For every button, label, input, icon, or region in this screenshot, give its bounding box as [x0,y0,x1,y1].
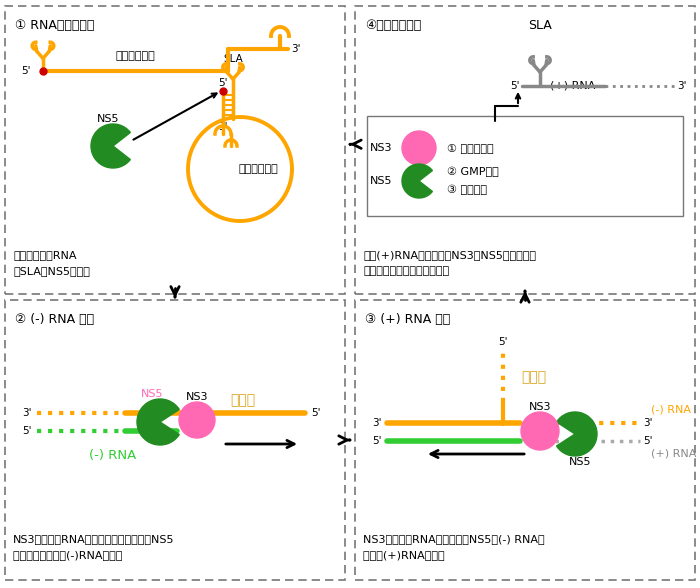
Text: がゲノムを魳型に(-)⁠RNAを合成: がゲノムを魳型に(-)⁠RNAを合成 [13,550,122,560]
Text: NS3が二本鎖RNAをほどき、NS5が(-) RNAを: NS3が二本鎖RNAをほどき、NS5が(-) RNAを [363,534,545,544]
Circle shape [402,131,436,165]
Text: 魳型に(+)⁠RNAを合成: 魳型に(+)⁠RNAを合成 [363,550,444,560]
Text: ③ メチル化: ③ メチル化 [447,185,487,195]
Circle shape [179,402,215,438]
Text: 3': 3' [677,81,687,91]
Wedge shape [137,399,179,445]
Text: ③ (+) RNA 合成: ③ (+) RNA 合成 [365,313,450,326]
Text: 環状化ゲノム: 環状化ゲノム [238,164,278,174]
Text: ゲノム: ゲノム [230,393,256,407]
Text: のSLAにNS5が結合: のSLAにNS5が結合 [13,266,90,276]
Text: 3': 3' [218,122,228,132]
Text: 5': 5' [510,81,519,91]
Text: 3': 3' [22,408,32,418]
Text: (+) RNA: (+) RNA [550,81,596,91]
Text: SLA: SLA [528,19,552,32]
Text: 5': 5' [22,426,32,436]
Text: 5': 5' [22,66,31,76]
Circle shape [521,412,559,450]
Wedge shape [556,412,597,456]
Text: 5': 5' [498,337,508,347]
Text: 5': 5' [311,408,321,418]
Text: 新生(+)RNAに対して、NS3、NS5の連続的な: 新生(+)RNAに対して、NS3、NS5の連続的な [363,250,536,260]
Wedge shape [402,164,433,198]
Text: 直鎖状ゲノム: 直鎖状ゲノム [115,51,155,61]
Text: ① RNA合成の開始: ① RNA合成の開始 [15,19,94,32]
Text: 3': 3' [372,418,382,428]
Text: (-) RNA: (-) RNA [651,405,691,415]
Text: 3': 3' [643,418,652,428]
Text: (+) RNA: (+) RNA [651,449,696,459]
Text: 5': 5' [372,436,382,446]
Text: NS3: NS3 [528,402,552,412]
Text: ① 脱リン酸化: ① 脱リン酸化 [447,143,494,153]
Text: 酥素反応によるキャップ付加: 酥素反応によるキャップ付加 [363,266,449,276]
Text: NS5: NS5 [141,389,163,399]
Text: NS3: NS3 [186,392,209,402]
Text: ゲノム: ゲノム [521,370,546,384]
Text: NS5: NS5 [370,176,392,186]
Text: NS3がゲノムRNAの二次構造をほどき、NS5: NS3がゲノムRNAの二次構造をほどき、NS5 [13,534,174,544]
Text: ② GMP転移: ② GMP転移 [447,167,498,177]
Text: NS5: NS5 [568,457,592,467]
Text: 3': 3' [291,44,300,54]
Text: ② (-) RNA 合成: ② (-) RNA 合成 [15,313,94,326]
Text: ④キャップ付加: ④キャップ付加 [365,19,421,32]
Wedge shape [91,124,130,168]
Text: NS5: NS5 [97,114,119,124]
Text: NS3: NS3 [370,143,392,153]
Text: 5': 5' [643,436,652,446]
Text: (-) RNA: (-) RNA [90,449,136,462]
Text: SLA: SLA [223,54,243,64]
Text: 5': 5' [218,78,228,88]
Text: 環状化ゲノムRNA: 環状化ゲノムRNA [13,250,76,260]
